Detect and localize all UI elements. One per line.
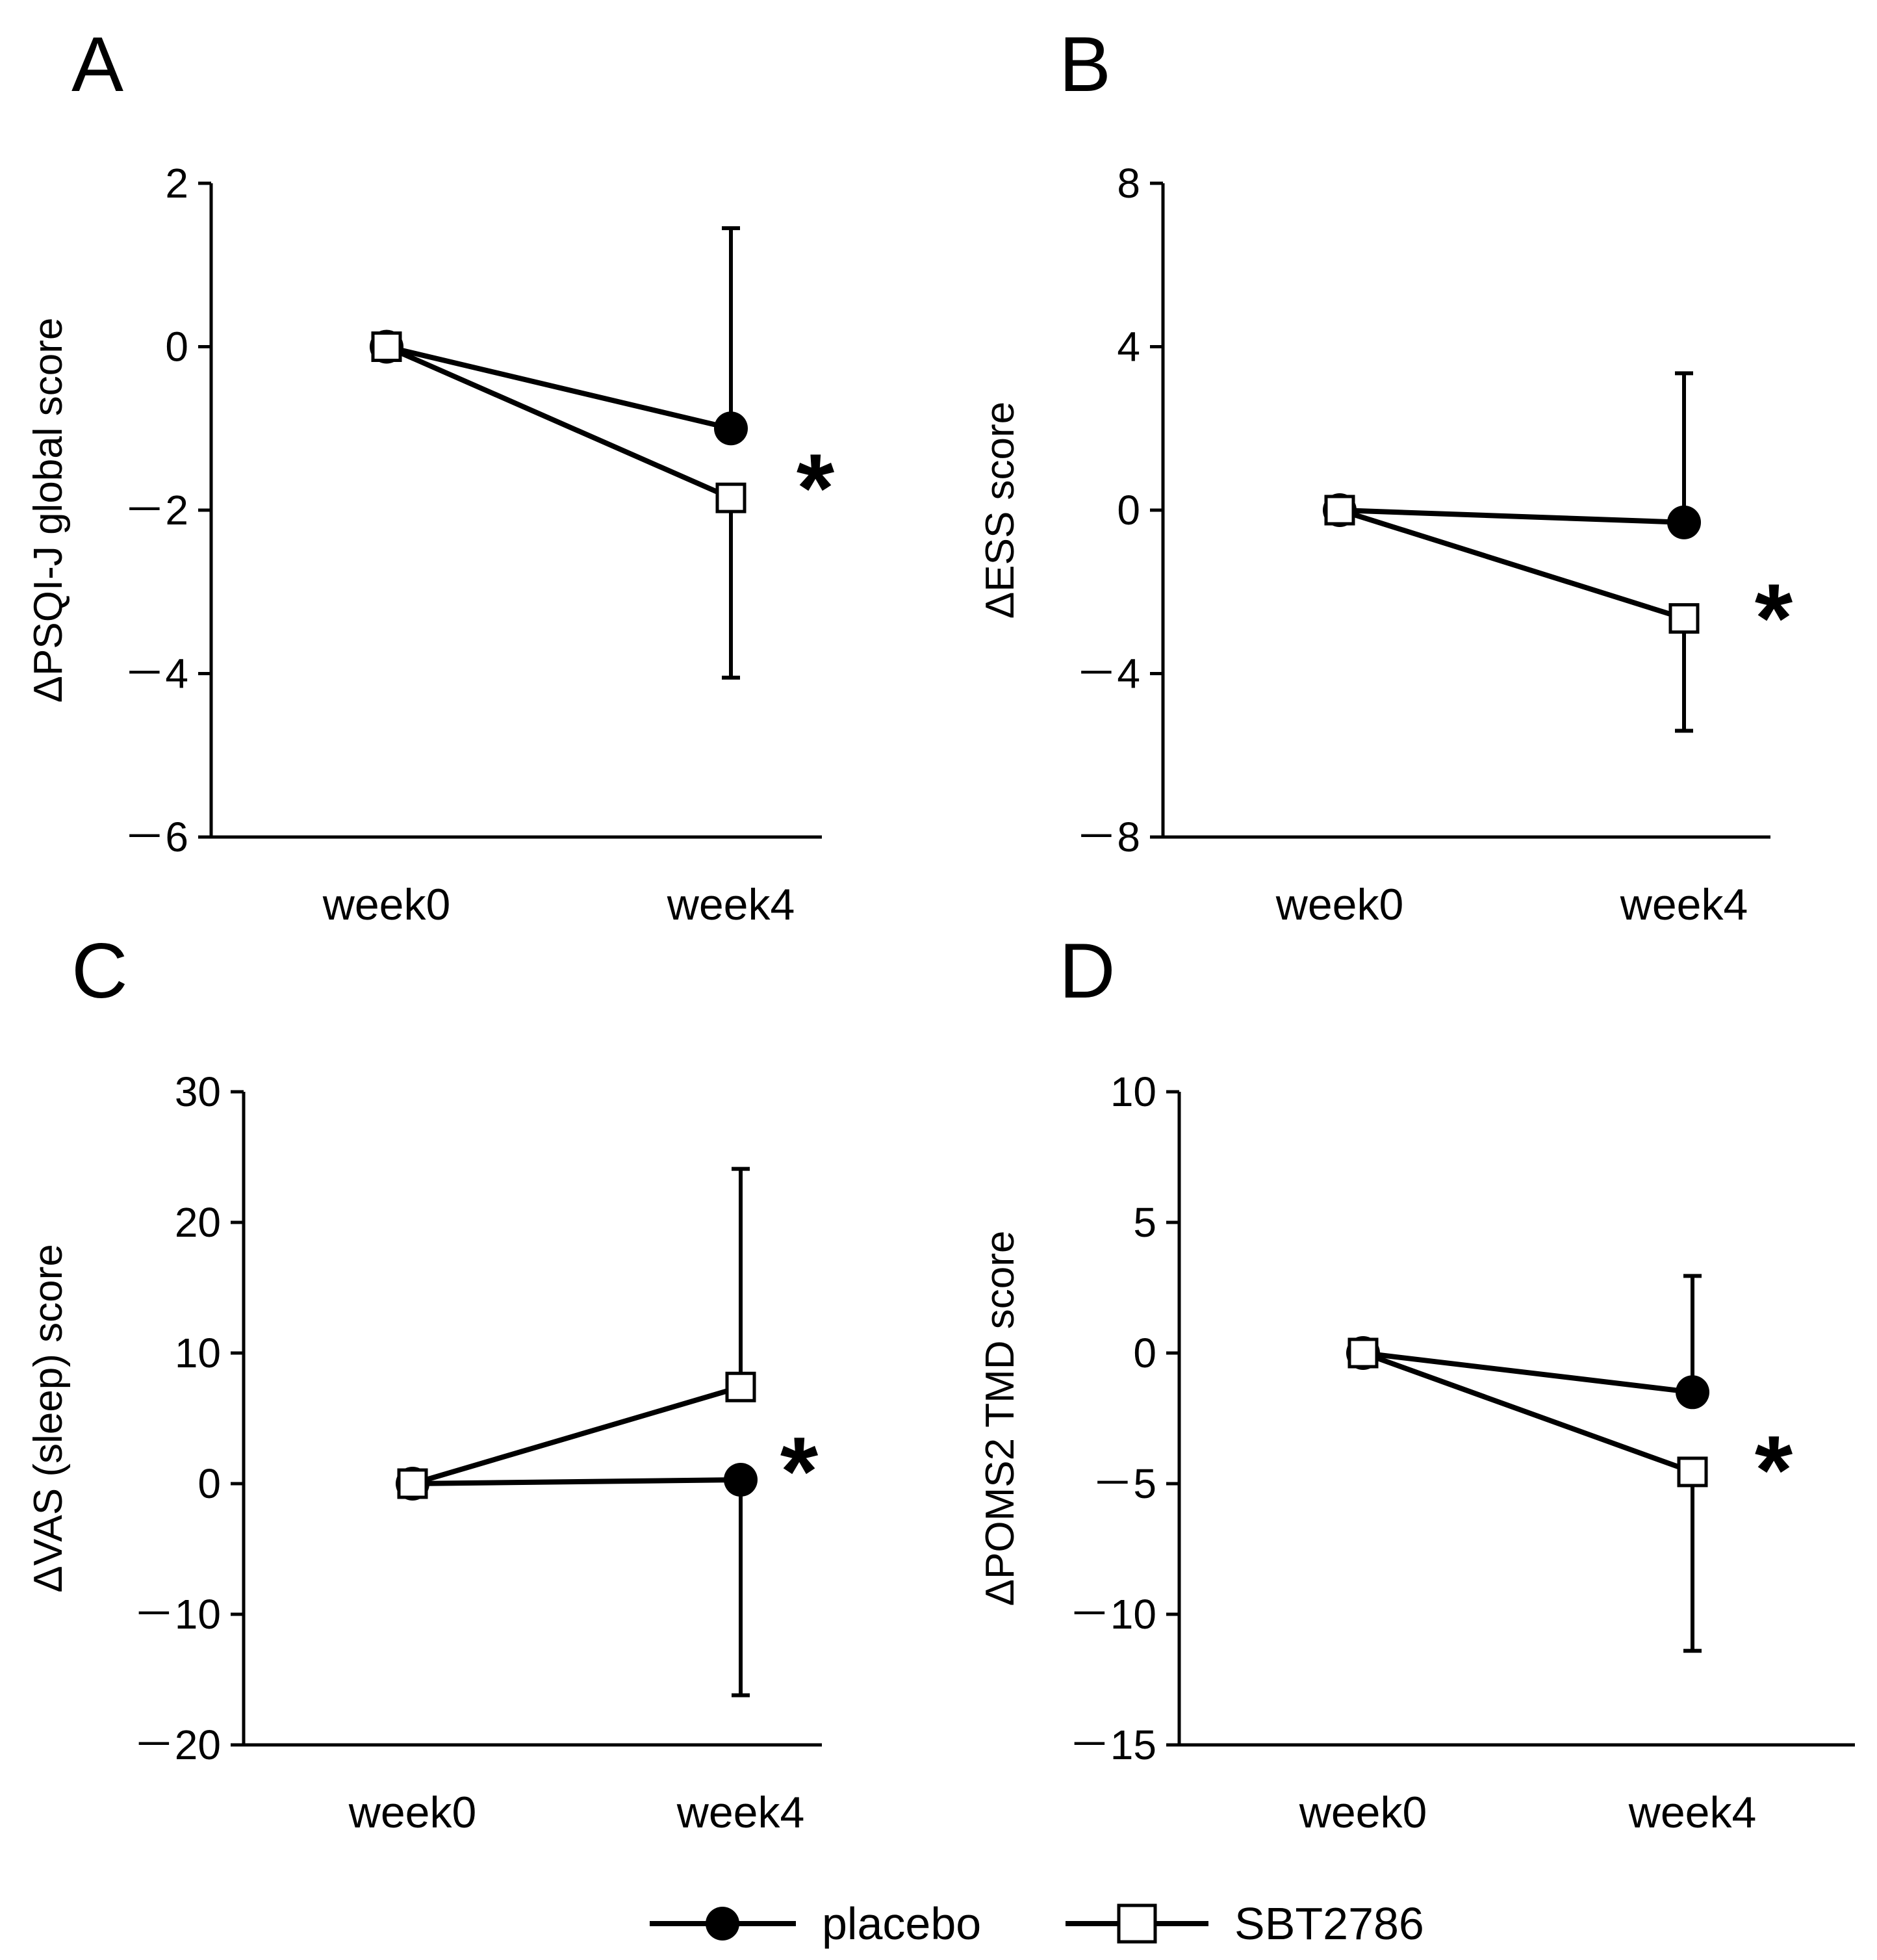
legend: placebo SBT2786 — [650, 1898, 1424, 1949]
y-tick-label: 10 — [175, 1330, 221, 1376]
marker-placebo — [1676, 1375, 1709, 1410]
marker-sbt2786 — [1324, 495, 1355, 526]
x-tick-label: week0 — [348, 1788, 477, 1837]
marker-sbt2786 — [715, 482, 747, 513]
y-tick-label: 8 — [1117, 160, 1140, 207]
series-line-placebo — [1339, 508, 1685, 525]
y-axis-title: ΔPOMS2 TMD score — [978, 1231, 1023, 1606]
marker-sbt2786 — [1347, 1337, 1379, 1369]
y-tick-label: 30 — [175, 1068, 221, 1115]
marker-placebo — [724, 1462, 758, 1497]
panel-d: D 10 5 0 －5 －10 －15 week0 week4 ΔPOMS2 TMD score * — [978, 927, 1855, 1837]
panel-letter: D — [1059, 927, 1116, 1014]
significance-marker: * — [1755, 1415, 1793, 1525]
y-tick-label: －4 — [1075, 651, 1140, 697]
x-tick-label: week0 — [1299, 1788, 1427, 1837]
y-tick-label: －10 — [1069, 1591, 1156, 1638]
x-tick-label: week4 — [676, 1788, 805, 1837]
legend-label-sbt2786: SBT2786 — [1234, 1898, 1424, 1949]
marker-sbt2786 — [397, 1468, 428, 1499]
y-axis-title: ΔVAS (sleep) score — [26, 1244, 71, 1592]
y-tick-label: 10 — [1110, 1068, 1156, 1115]
y-tick-label: －4 — [123, 651, 188, 697]
x-tick-label: week4 — [1628, 1788, 1757, 1837]
panel-letter: A — [71, 21, 123, 108]
y-tick-label: 20 — [175, 1199, 221, 1246]
marker-sbt2786 — [371, 331, 402, 362]
panel-letter: B — [1059, 21, 1111, 108]
y-tick-label: 4 — [1117, 324, 1140, 370]
series-line-sbt2786 — [385, 344, 732, 500]
panel-b: B 8 4 0 －4 －8 week0 week4 ΔESS score * — [978, 21, 1793, 929]
series-line-sbt2786 — [411, 1384, 742, 1486]
significance-marker: * — [780, 1417, 819, 1526]
series-line-placebo — [412, 1476, 741, 1486]
y-tick-label: 5 — [1133, 1199, 1156, 1246]
y-tick-label: －2 — [123, 487, 188, 534]
y-tick-label: －5 — [1092, 1460, 1156, 1507]
significance-marker: * — [797, 433, 835, 543]
y-tick-label: －6 — [123, 814, 188, 860]
y-tick-label: －10 — [133, 1591, 221, 1638]
y-tick-label: 0 — [1117, 487, 1140, 534]
legend-label-placebo: placebo — [822, 1898, 981, 1949]
significance-marker: * — [1755, 563, 1793, 673]
series-line-placebo — [1362, 1350, 1693, 1395]
panel-c: C 30 20 10 0 －10 －20 week0 week4 ΔVAS (sleep) sco… — [26, 927, 822, 1837]
panel-letter: C — [71, 927, 128, 1014]
y-tick-label: 0 — [165, 324, 188, 370]
marker-sbt2786 — [1668, 603, 1700, 634]
marker-placebo — [1667, 505, 1701, 539]
y-tick-label: －20 — [133, 1721, 221, 1768]
series-line-sbt2786 — [1338, 508, 1685, 621]
series-line-sbt2786 — [1362, 1350, 1694, 1475]
y-tick-label: 0 — [198, 1460, 221, 1507]
y-tick-label: －8 — [1075, 814, 1140, 860]
y-axis-title: ΔESS score — [978, 402, 1023, 619]
series-line-placebo — [386, 344, 732, 432]
y-tick-label: －15 — [1069, 1721, 1156, 1768]
y-tick-label: 0 — [1133, 1330, 1156, 1376]
panel-a: A 2 0 －2 －4 －6 week0 week4 ΔPSQI-J global score * — [26, 21, 835, 929]
x-tick-label: week0 — [1275, 880, 1404, 929]
marker-sbt2786 — [725, 1371, 756, 1402]
x-tick-label: week4 — [667, 880, 795, 929]
marker-sbt2786 — [1677, 1456, 1708, 1488]
legend-marker-sbt2786 — [1117, 1903, 1157, 1944]
marker-placebo — [714, 411, 748, 446]
y-tick-label: 2 — [165, 160, 188, 207]
x-tick-label: week0 — [322, 880, 451, 929]
y-axis-title: ΔPSQI-J global score — [26, 318, 71, 703]
x-tick-label: week4 — [1620, 880, 1748, 929]
legend-marker-placebo — [706, 1907, 739, 1941]
